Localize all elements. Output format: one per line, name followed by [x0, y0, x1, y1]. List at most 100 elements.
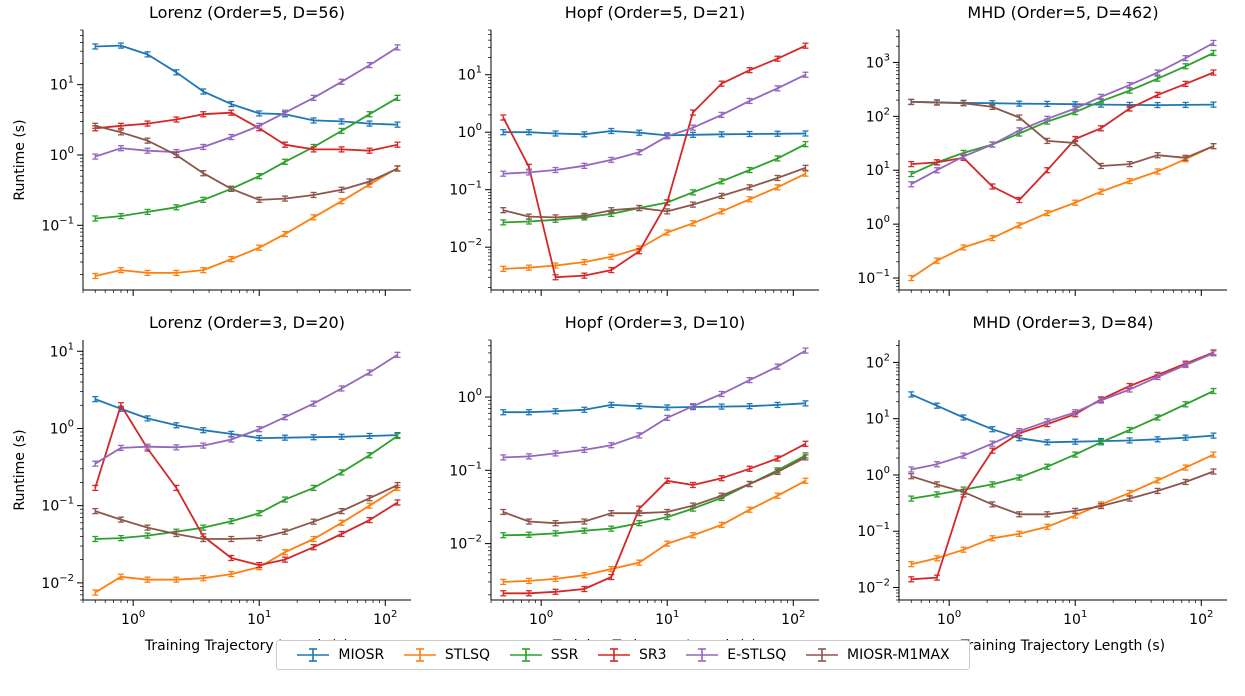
series-line-e-stlsq: [503, 349, 806, 459]
data-point-stlsq: [989, 535, 996, 542]
data-point-miosr: [1044, 439, 1051, 446]
data-point-miosr-m1max: [1182, 478, 1189, 486]
data-point-sr3: [500, 114, 507, 121]
data-point-sr3: [1097, 125, 1104, 132]
data-point-stlsq: [1072, 199, 1079, 206]
y-tick-label: 100: [458, 387, 482, 406]
y-tick-label: 101: [866, 409, 890, 428]
data-point-miosr: [366, 432, 373, 440]
x-tick-label: 100: [121, 609, 145, 628]
data-point-sr3: [1016, 196, 1023, 204]
data-point-miosr: [718, 403, 725, 410]
data-point-e-stlsq: [1097, 93, 1104, 101]
y-tick-label: 100: [866, 214, 890, 233]
data-point-stlsq: [281, 230, 288, 238]
legend-item-stlsq: STLSQ: [403, 647, 490, 663]
data-point-ssr: [746, 166, 753, 174]
chart-panel-3: MHD (Order=5, D=462) 10−1 100 101 102 103: [857, 3, 1227, 296]
y-tick-label: 102: [866, 106, 890, 125]
data-point-stlsq: [281, 549, 288, 556]
data-point-e-stlsq: [394, 351, 401, 358]
data-point-sr3: [281, 556, 288, 563]
data-point-stlsq: [664, 229, 671, 236]
data-point-ssr: [256, 510, 263, 517]
data-point-e-stlsq: [1044, 418, 1051, 425]
y-tick-label: 101: [50, 341, 74, 360]
data-point-stlsq: [1126, 177, 1133, 185]
data-point-e-stlsq: [338, 78, 345, 85]
data-point-sr3: [1154, 91, 1161, 99]
data-point-miosr: [144, 51, 151, 58]
data-point-e-stlsq: [989, 440, 996, 447]
data-point-stlsq: [1210, 451, 1217, 458]
data-point-ssr: [1154, 414, 1161, 421]
data-point-ssr: [173, 204, 180, 211]
data-point-e-stlsq: [200, 143, 207, 151]
data-point-sr3: [173, 116, 180, 123]
data-point-ssr: [281, 496, 288, 503]
data-point-miosr: [256, 110, 263, 117]
data-point-ssr: [1182, 401, 1189, 408]
data-point-miosr-m1max: [310, 518, 317, 525]
y-tick-label: 100: [458, 122, 482, 141]
data-point-sr3: [338, 530, 345, 538]
data-point-miosr-m1max: [664, 508, 671, 516]
chart-title: Lorenz (Order=3, D=20): [149, 313, 345, 332]
legend-swatch-miosr-m1max: [806, 648, 839, 662]
data-point-miosr-m1max: [908, 473, 915, 480]
series-line-stlsq: [94, 487, 398, 594]
data-point-stlsq: [117, 573, 124, 580]
data-point-miosr-m1max: [960, 100, 967, 107]
y-tick-label: 10−1: [449, 180, 482, 199]
data-point-miosr-m1max: [281, 528, 288, 535]
legend-item-miosr-m1max: MIOSR-M1MAX: [805, 647, 950, 663]
series-line-stlsq: [503, 172, 806, 270]
data-point-sr3: [689, 109, 696, 116]
data-point-sr3: [718, 80, 725, 87]
data-point-e-stlsq: [1210, 350, 1217, 357]
data-point-sr3: [525, 590, 532, 597]
data-point-miosr: [746, 130, 753, 138]
data-point-miosr: [92, 395, 99, 403]
data-point-miosr-m1max: [774, 468, 781, 476]
data-point-e-stlsq: [281, 414, 288, 421]
series-line-ssr: [503, 143, 806, 224]
data-point-sr3: [1182, 80, 1189, 88]
data-point-miosr-m1max: [310, 191, 317, 199]
data-point-miosr: [608, 401, 615, 409]
data-point-miosr: [310, 117, 317, 124]
data-point-ssr: [908, 495, 915, 502]
data-point-miosr-m1max: [1044, 511, 1051, 518]
series-line-miosr: [503, 130, 806, 137]
data-point-miosr-m1max: [228, 535, 235, 543]
data-point-e-stlsq: [1044, 115, 1051, 122]
x-tick-label: 101: [655, 609, 679, 628]
data-point-e-stlsq: [500, 170, 507, 177]
data-point-e-stlsq: [689, 403, 696, 410]
data-point-ssr: [1044, 463, 1051, 470]
series-line-sr3: [503, 443, 806, 595]
data-point-stlsq: [718, 521, 725, 529]
data-point-ssr: [552, 530, 559, 537]
data-point-miosr-m1max: [552, 214, 559, 221]
y-tick-label: 100: [50, 418, 74, 437]
legend-swatch-e-stlsq: [686, 648, 719, 662]
data-point-e-stlsq: [636, 149, 643, 156]
data-point-stlsq: [552, 575, 559, 583]
data-point-miosr-m1max: [802, 164, 809, 171]
y-tick-label: 10−1: [449, 460, 482, 479]
data-point-miosr-m1max: [1210, 142, 1217, 150]
data-point-sr3: [718, 475, 725, 482]
data-point-miosr-m1max: [200, 170, 207, 177]
chart-panel-6: MHD (Order=3, D=84) 100 101 102 10−2 10−1 100 1…: [857, 313, 1227, 654]
data-point-e-stlsq: [1182, 361, 1189, 369]
data-point-miosr-m1max: [636, 204, 643, 212]
data-point-e-stlsq: [366, 369, 373, 376]
data-point-miosr-m1max: [173, 151, 180, 159]
data-point-e-stlsq: [1016, 127, 1023, 134]
series-line-ssr: [911, 390, 1214, 500]
series-line-miosr-m1max: [911, 101, 1214, 167]
data-point-stlsq: [1182, 464, 1189, 471]
data-point-miosr-m1max: [746, 184, 753, 191]
data-point-stlsq: [774, 492, 781, 499]
